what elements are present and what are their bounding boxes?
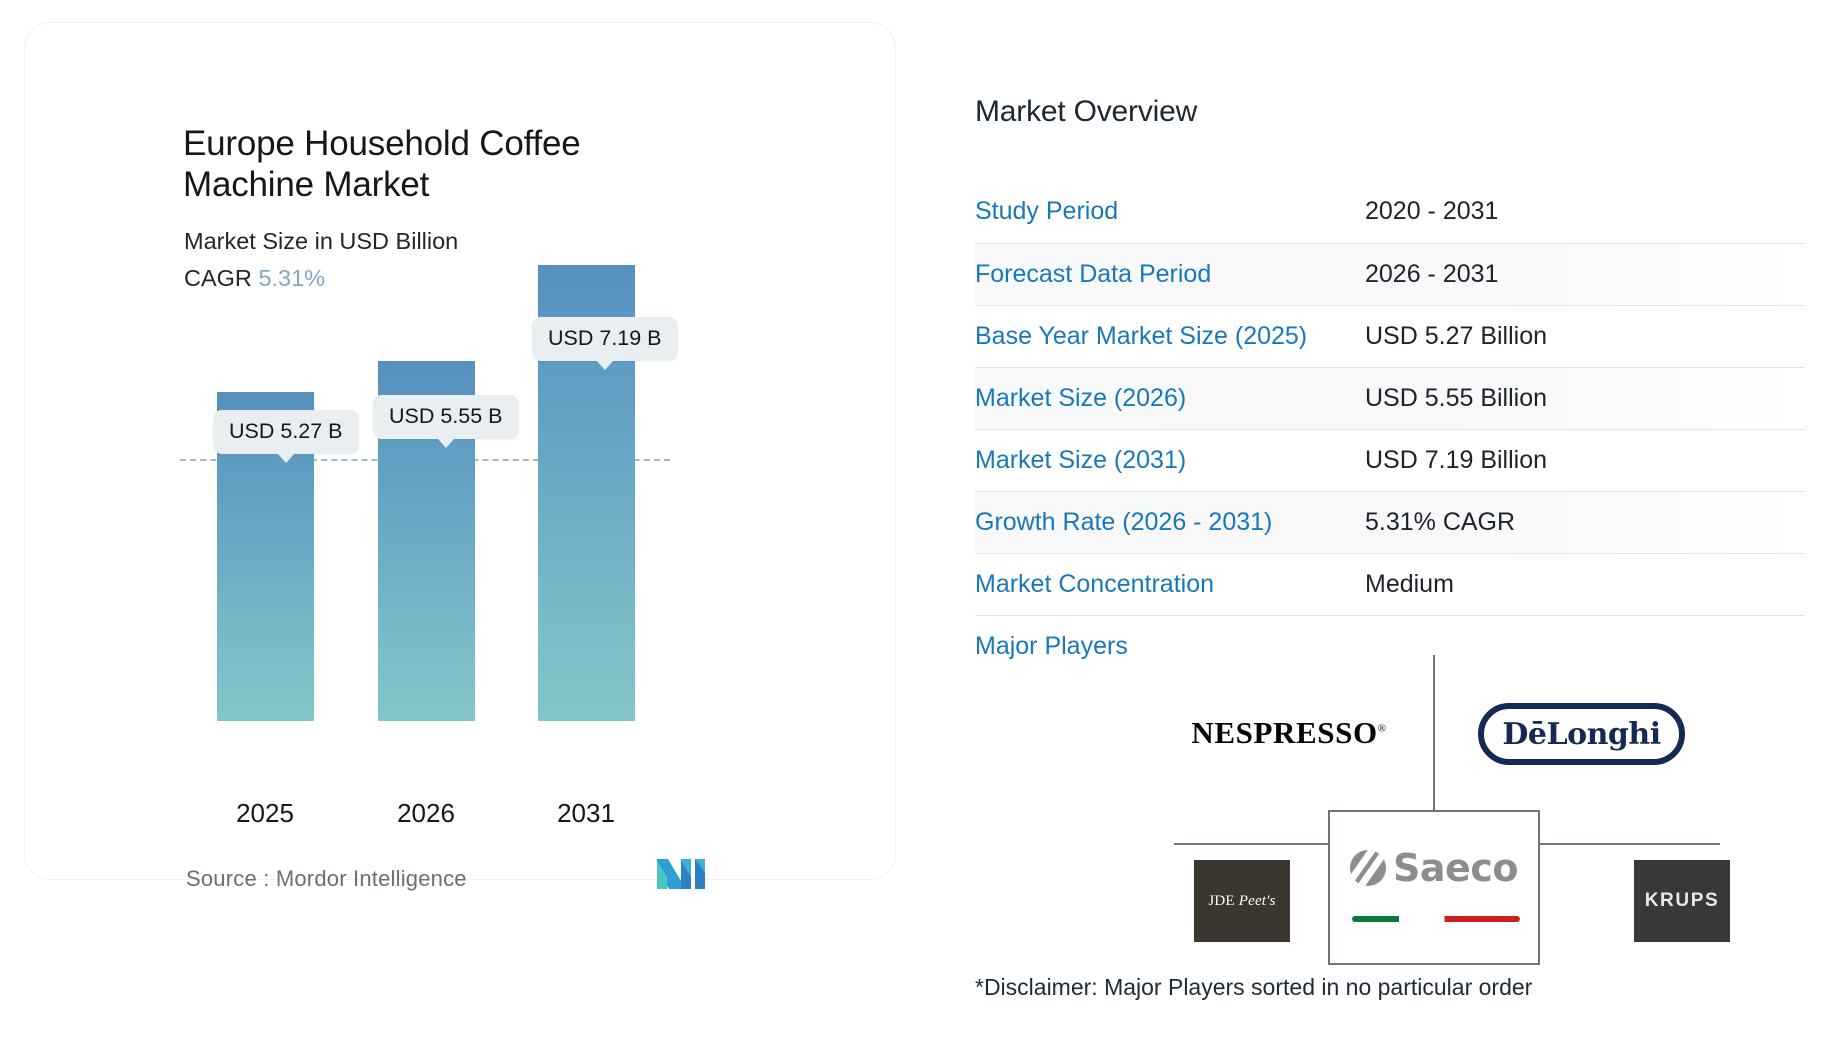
saeco-circle-icon (1350, 850, 1387, 886)
major-players-logo-grid: NESPRESSO® DēLonghi Saeco JDE Peet's KRU… (1160, 655, 1730, 965)
major-players-label: Major Players (975, 631, 1128, 660)
table-row: Market Size (2031) USD 7.19 Billion (975, 429, 1805, 492)
jde-peets-wordmark: JDE Peet's (1208, 893, 1275, 910)
row-key: Study Period (975, 181, 1365, 244)
table-row: Market Concentration Medium (975, 553, 1805, 616)
market-overview-table: Study Period 2020 - 2031 Forecast Data P… (975, 181, 1805, 677)
row-key: Forecast Data Period (975, 243, 1365, 306)
krups-logo: KRUPS (1634, 860, 1730, 942)
cagr-value: 5.31% (258, 265, 326, 291)
row-value: 2026 - 2031 (1365, 243, 1805, 306)
saeco-logo: Saeco (1328, 810, 1540, 965)
table-row: Forecast Data Period 2026 - 2031 (975, 243, 1805, 306)
delonghi-wordmark: DēLonghi (1502, 716, 1661, 752)
row-key: Market Size (2031) (975, 429, 1365, 492)
table-row: Market Size (2026) USD 5.55 Billion (975, 367, 1805, 430)
row-value: USD 5.27 Billion (1365, 305, 1805, 368)
italian-flag-icon (1352, 916, 1520, 922)
bar-chart-plot: USD 5.27 B USD 5.55 B USD 7.19 B 2025 20… (25, 23, 897, 881)
mordor-intelligence-logo-icon (657, 859, 705, 889)
row-key: Market Size (2026) (975, 367, 1365, 430)
jde-peets-logo: JDE Peet's (1194, 860, 1290, 942)
disclaimer-text: *Disclaimer: Major Players sorted in no … (975, 974, 1533, 1000)
table-row: Base Year Market Size (2025) USD 5.27 Bi… (975, 305, 1805, 368)
market-overview-title: Market Overview (975, 95, 1198, 128)
saeco-wordmark: Saeco (1393, 846, 1518, 890)
bar-value-label-2025: USD 5.27 B (213, 410, 359, 463)
source-name: Mordor Intelligence (275, 866, 467, 891)
row-value: 5.31% CAGR (1365, 491, 1805, 554)
x-axis-label-2026: 2026 (397, 798, 455, 828)
chart-subtitle: Market Size in USD Billion (184, 228, 459, 254)
table-row: Study Period 2020 - 2031 (975, 181, 1805, 244)
cagr-label: CAGR (184, 265, 252, 291)
chart-card: Europe Household Coffee Machine Market M… (24, 22, 897, 891)
row-value: Medium (1365, 553, 1805, 616)
market-overview-panel: Market Overview Study Period 2020 - 2031… (975, 95, 1805, 677)
row-key: Base Year Market Size (2025) (975, 305, 1365, 368)
peets-text: Peet's (1238, 892, 1276, 909)
x-axis-label-2025: 2025 (236, 798, 294, 828)
row-value: USD 5.55 Billion (1365, 367, 1805, 430)
delonghi-logo: DēLonghi (1478, 703, 1685, 765)
row-key: Market Concentration (975, 553, 1365, 616)
nespresso-wordmark: NESPRESSO (1191, 715, 1378, 750)
chart-title: Europe Household Coffee Machine Market (183, 124, 581, 205)
nespresso-logo: NESPRESSO® (1174, 715, 1404, 751)
cagr-line: CAGR 5.31% (184, 265, 325, 292)
table-row: Growth Rate (2026 - 2031) 5.31% CAGR (975, 491, 1805, 554)
row-value: 2020 - 2031 (1365, 181, 1805, 244)
saeco-logo-inner: Saeco (1330, 846, 1538, 890)
row-key: Growth Rate (2026 - 2031) (975, 491, 1365, 554)
krups-wordmark: KRUPS (1644, 890, 1720, 911)
jde-text: JDE (1208, 892, 1235, 909)
bar-value-label-2026: USD 5.55 B (373, 395, 519, 448)
registered-trademark-icon: ® (1377, 722, 1387, 735)
source-line: Source : Mordor Intelligence (186, 866, 467, 892)
row-value: USD 7.19 Billion (1365, 429, 1805, 492)
bar-value-label-2031: USD 7.19 B (532, 317, 678, 370)
x-axis-label-2031: 2031 (557, 798, 615, 828)
major-players-row: Major Players (975, 615, 1805, 677)
source-label: Source : (186, 866, 270, 891)
grid-vertical-divider (1433, 655, 1435, 845)
